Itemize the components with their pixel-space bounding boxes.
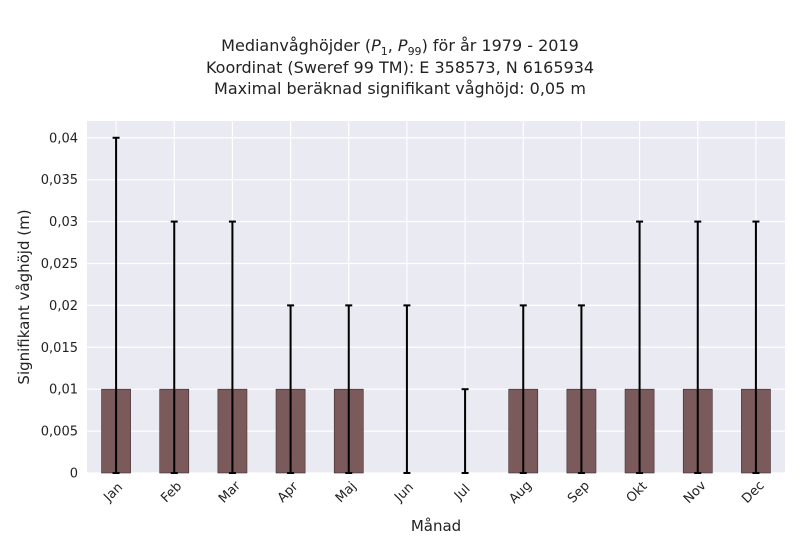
x-tick-label: Aug bbox=[506, 478, 535, 507]
error-bar-jan bbox=[112, 136, 120, 474]
error-bar-maj bbox=[345, 304, 353, 474]
x-tick-label: Sep bbox=[565, 479, 593, 507]
x-tick-labels: Jan Feb Mar Apr Maj Jun Jul Aug Sep Okt Nov Dec bbox=[101, 478, 768, 507]
error-bar-apr bbox=[287, 304, 295, 474]
x-axis-label: Månad bbox=[411, 517, 461, 535]
x-tick-label: Mar bbox=[216, 478, 244, 506]
error-bar-mar bbox=[228, 220, 236, 474]
error-bars bbox=[112, 136, 760, 474]
error-bar-jun bbox=[403, 304, 411, 474]
y-tick-label: 0 bbox=[70, 467, 78, 482]
error-bar-jul bbox=[461, 388, 469, 474]
chart-title: Medianvåghöjder (P1, P99) för år 1979 - … bbox=[221, 36, 579, 59]
x-tick-label: Nov bbox=[681, 478, 710, 507]
x-tick-label: Jul bbox=[451, 482, 473, 504]
y-axis-label: Signifikant våghöjd (m) bbox=[15, 209, 33, 384]
y-tick-label: 0,03 bbox=[49, 215, 78, 230]
error-bar-nov bbox=[694, 220, 702, 474]
y-tick-label: 0,01 bbox=[49, 383, 78, 398]
plot-background bbox=[87, 121, 785, 473]
y-tick-labels: 0 0,005 0,01 0,015 0,02 0,025 0,03 0,035 0,04 bbox=[41, 131, 78, 481]
x-tick-label: Jan bbox=[101, 480, 126, 505]
y-tick-label: 0,04 bbox=[49, 131, 78, 146]
error-bar-okt bbox=[636, 220, 644, 474]
x-tick-label: Maj bbox=[333, 479, 360, 506]
y-tick-label: 0,035 bbox=[41, 173, 78, 188]
x-tick-label: Feb bbox=[158, 479, 185, 506]
error-bar-sep bbox=[577, 304, 585, 474]
error-bar-feb bbox=[170, 220, 178, 474]
x-tick-label: Okt bbox=[624, 479, 651, 506]
y-tick-label: 0,015 bbox=[41, 341, 78, 356]
error-bar-dec bbox=[752, 220, 760, 474]
x-tick-label: Jun bbox=[391, 480, 417, 506]
chart-subtitle-coordinates: Koordinat (Sweref 99 TM): E 358573, N 61… bbox=[205, 58, 595, 77]
y-tick-label: 0,02 bbox=[49, 299, 78, 314]
y-tick-label: 0,025 bbox=[41, 257, 78, 272]
error-bar-aug bbox=[519, 304, 527, 474]
x-tick-label: Apr bbox=[275, 479, 302, 506]
chart-subtitle-max-height: Maximal beräknad signifikant våghöjd: 0,… bbox=[214, 79, 586, 98]
y-tick-label: 0,005 bbox=[41, 425, 78, 440]
x-tick-label: Dec bbox=[739, 478, 767, 506]
